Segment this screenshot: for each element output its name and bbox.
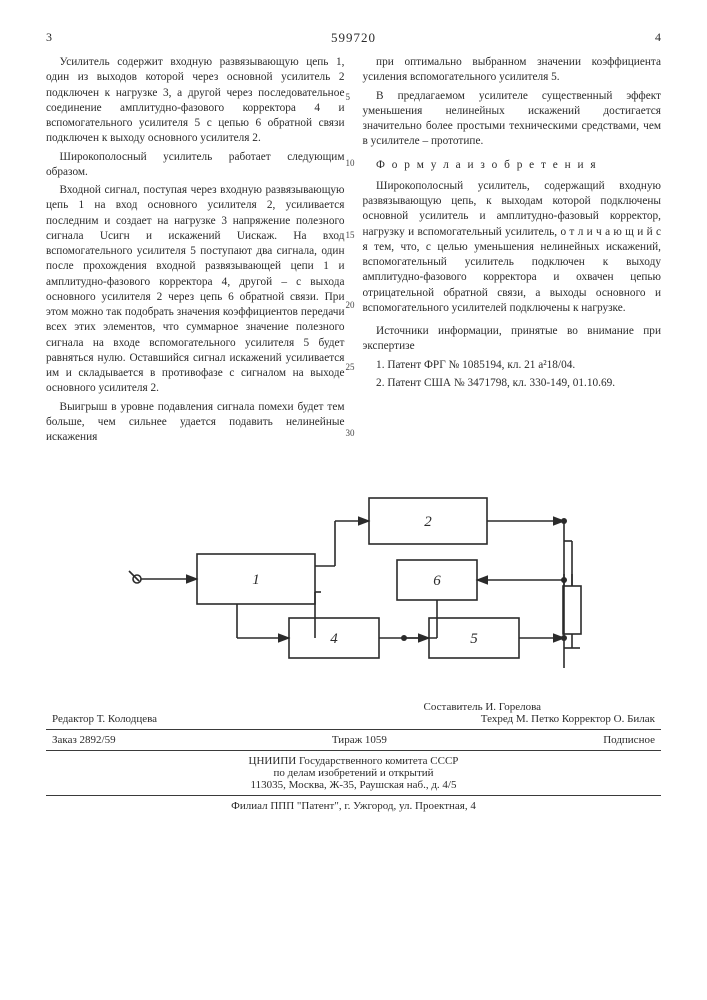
page-num-left: 3 <box>46 30 52 45</box>
editor: Редактор Т. Колодцева <box>52 713 157 725</box>
claim-paragraph: Широкополосный усилитель, содержащий вхо… <box>363 179 662 316</box>
formula-title: Ф о р м у л а и з о б р е т е н и я <box>363 158 662 173</box>
branch: Филиал ППП "Патент", г. Ужгород, ул. Про… <box>46 800 661 812</box>
paragraph: Входной сигнал, поступая через входную р… <box>46 183 345 397</box>
svg-text:1: 1 <box>252 572 260 588</box>
left-column: Усилитель содержит входную развязывающую… <box>46 55 345 448</box>
techred: Техред М. Петко Корректор О. Билак <box>481 713 655 725</box>
line-number: 20 <box>346 300 355 310</box>
svg-text:4: 4 <box>330 631 338 647</box>
line-number: 15 <box>346 230 355 240</box>
paragraph: Широкополосный усилитель работает следую… <box>46 150 345 181</box>
right-column: при оптимально выбранном значении коэффи… <box>363 55 662 448</box>
divider <box>46 729 661 730</box>
svg-text:6: 6 <box>433 573 441 589</box>
org-line: ЦНИИПИ Государственного комитета СССР <box>46 755 661 767</box>
document-number: 599720 <box>331 30 376 46</box>
paragraph: при оптимально выбранном значении коэффи… <box>363 55 662 86</box>
divider <box>46 795 661 796</box>
source-item: 1. Патент ФРГ № 1085194, кл. 21 а²18/04. <box>363 358 662 373</box>
tirazh: Тираж 1059 <box>332 734 387 746</box>
org-line: по делам изобретений и открытий <box>46 767 661 779</box>
paragraph: Выигрыш в уровне подавления сигнала поме… <box>46 400 345 446</box>
page-num-right: 4 <box>655 30 661 45</box>
address: 113035, Москва, Ж-35, Раушская наб., д. … <box>46 779 661 791</box>
source-item: 2. Патент США № 3471798, кл. 330-149, 01… <box>363 376 662 391</box>
order-number: Заказ 2892/59 <box>52 734 116 746</box>
divider <box>46 750 661 751</box>
footer: Составитель И. Горелова Редактор Т. Коло… <box>46 701 661 812</box>
text-columns: Усилитель содержит входную развязывающую… <box>46 55 661 448</box>
line-number: 30 <box>346 428 355 438</box>
line-number: 5 <box>346 92 351 102</box>
paragraph: В предлагаемом усилителе существенный эф… <box>363 89 662 150</box>
compiler: Составитель И. Горелова <box>46 701 661 713</box>
svg-text:2: 2 <box>424 514 432 530</box>
line-number: 25 <box>346 362 355 372</box>
sources-title: Источники информации, принятые во вниман… <box>363 324 662 355</box>
sign: Подписное <box>603 734 655 746</box>
block-diagram: 124653 <box>119 468 589 683</box>
line-number: 10 <box>346 158 355 168</box>
paragraph: Усилитель содержит входную развязывающую… <box>46 55 345 147</box>
svg-text:5: 5 <box>470 631 478 647</box>
